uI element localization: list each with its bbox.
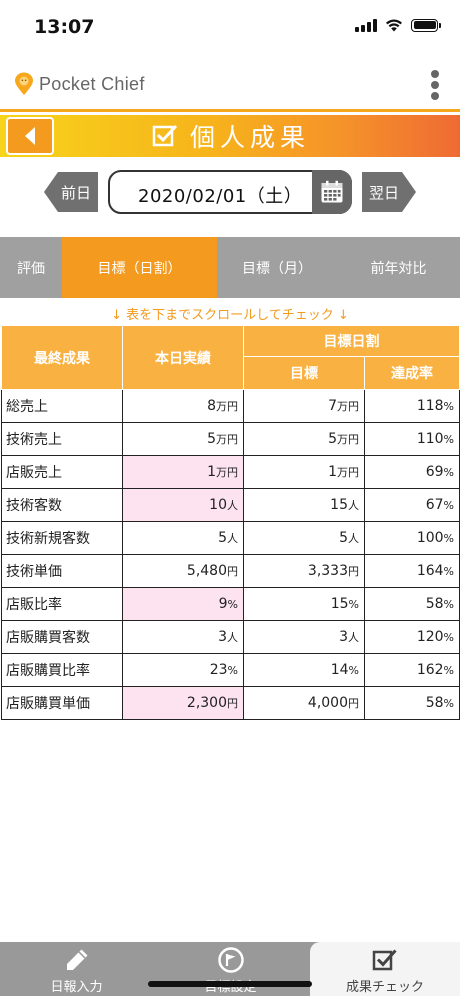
back-button[interactable]	[6, 117, 54, 155]
back-arrow-icon	[25, 127, 35, 145]
lion-logo-icon	[15, 72, 33, 95]
app-header: Pocket Chief	[0, 56, 460, 112]
date-selector[interactable]: 2020/02/01（土）	[108, 170, 352, 214]
rate-cell: 162%	[364, 653, 460, 687]
row-label: 店販購買比率	[1, 653, 123, 687]
row-label: 技術単価	[1, 554, 123, 588]
page-title-wrap: 個人成果	[152, 118, 310, 154]
header-group: 目標日割	[243, 325, 460, 357]
battery-icon	[411, 18, 441, 32]
next-day-button[interactable]: 翌日	[362, 172, 416, 212]
rate-cell: 120%	[364, 620, 460, 654]
nav-daily-report[interactable]: 日報入力	[0, 942, 153, 996]
rate-cell: 58%	[364, 587, 460, 621]
checkbox-icon	[372, 949, 397, 971]
header-item: 最終成果	[1, 325, 123, 390]
tab-year-over-year[interactable]: 前年対比	[370, 260, 427, 277]
actual-cell: 10人	[122, 488, 244, 522]
signal-icon	[355, 18, 377, 32]
more-menu-icon[interactable]	[430, 70, 440, 100]
row-label: 技術客数	[1, 488, 123, 522]
row-label: 総売上	[1, 389, 123, 423]
row-label: 店販売上	[1, 455, 123, 489]
wifi-icon	[386, 19, 402, 32]
actual-cell: 5万円	[122, 422, 244, 456]
nav-goal-setting[interactable]: 目標設定	[153, 942, 308, 996]
actual-cell: 5人	[122, 521, 244, 555]
flag-icon	[217, 947, 244, 973]
rate-cell: 110%	[364, 422, 460, 456]
actual-cell: 3人	[122, 620, 244, 654]
checkbox-icon	[152, 124, 178, 147]
target-cell: 1万円	[243, 455, 365, 489]
tab-monthly-target[interactable]: 目標（月）	[242, 260, 312, 277]
rate-cell: 164%	[364, 554, 460, 588]
table-row: 店販購買客数 3人 3人 120%	[1, 620, 460, 654]
tab-evaluation[interactable]: 評価	[17, 260, 45, 277]
rate-cell: 58%	[364, 686, 460, 720]
calendar-button[interactable]	[312, 170, 352, 214]
row-label: 店販購買客数	[1, 620, 123, 654]
home-indicator[interactable]	[148, 981, 312, 987]
results-table: 最終成果 本日実績 目標日割 目標 達成率 総売上 8万円 7万円 118% 技…	[1, 325, 460, 720]
row-label: 店販比率	[1, 587, 123, 621]
row-label: 技術売上	[1, 422, 123, 456]
target-cell: 15人	[243, 488, 365, 522]
actual-cell: 23%	[122, 653, 244, 687]
status-time: 13:07	[34, 16, 95, 38]
status-icons	[355, 18, 441, 32]
actual-cell: 9%	[122, 587, 244, 621]
table-row: 店販比率 9% 15% 58%	[1, 587, 460, 621]
tab-daily-target[interactable]: 目標（日割）	[62, 237, 217, 298]
nav-label: 成果チェック	[345, 980, 424, 995]
table-row: 店販購買比率 23% 14% 162%	[1, 653, 460, 687]
rate-cell: 67%	[364, 488, 460, 522]
actual-cell: 2,300円	[122, 686, 244, 720]
row-label: 店販購買単価	[1, 686, 123, 720]
app-logo: Pocket Chief	[14, 72, 145, 96]
target-cell: 4,000円	[243, 686, 365, 720]
bottom-navigation: 日報入力 目標設定 成果チェック	[0, 942, 460, 996]
rate-cell: 118%	[364, 389, 460, 423]
target-cell: 5万円	[243, 422, 365, 456]
status-bar: 13:07	[0, 0, 460, 56]
nav-results-check[interactable]: 成果チェック	[310, 942, 460, 996]
pencil-icon	[66, 949, 87, 970]
logo-text: Pocket Chief	[39, 73, 145, 94]
tab-bar: 評価 目標（日割） 目標（月） 前年対比	[0, 237, 460, 298]
date-text: 2020/02/01（土）	[138, 186, 303, 207]
prev-day-button[interactable]: 前日	[44, 172, 98, 212]
table-row: 技術客数 10人 15人 67%	[1, 488, 460, 522]
target-cell: 3,333円	[243, 554, 365, 588]
table-row: 技術新規客数 5人 5人 100%	[1, 521, 460, 555]
actual-cell: 1万円	[122, 455, 244, 489]
nav-label: 日報入力	[50, 980, 103, 995]
date-navigation: 前日 2020/02/01（土） 翌日	[0, 160, 460, 230]
table-row: 技術売上 5万円 5万円 110%	[1, 422, 460, 456]
target-cell: 5人	[243, 521, 365, 555]
actual-cell: 8万円	[122, 389, 244, 423]
target-cell: 15%	[243, 587, 365, 621]
header-actual: 本日実績	[122, 325, 244, 390]
table-row: 店販購買単価 2,300円 4,000円 58%	[1, 686, 460, 720]
page-title: 個人成果	[190, 123, 311, 152]
table-row: 店販売上 1万円 1万円 69%	[1, 455, 460, 489]
target-cell: 3人	[243, 620, 365, 654]
rate-cell: 69%	[364, 455, 460, 489]
target-cell: 7万円	[243, 389, 365, 423]
actual-cell: 5,480円	[122, 554, 244, 588]
table-body: 総売上 8万円 7万円 118% 技術売上 5万円 5万円 110% 店販売上 …	[1, 389, 460, 720]
title-banner: 個人成果	[0, 115, 460, 157]
row-label: 技術新規客数	[1, 521, 123, 555]
calendar-icon	[321, 180, 343, 203]
table-row: 技術単価 5,480円 3,333円 164%	[1, 554, 460, 588]
table-row: 総売上 8万円 7万円 118%	[1, 389, 460, 423]
rate-cell: 100%	[364, 521, 460, 555]
header-rate: 達成率	[364, 356, 460, 390]
header-target: 目標	[243, 356, 365, 390]
target-cell: 14%	[243, 653, 365, 687]
scroll-hint: ↓ 表を下までスクロールしてチェック ↓	[111, 308, 349, 323]
